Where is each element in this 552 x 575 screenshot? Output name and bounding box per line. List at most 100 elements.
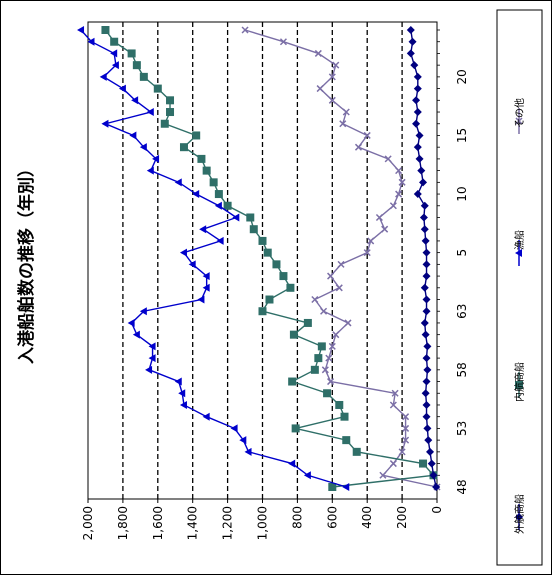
legend-box bbox=[496, 9, 543, 566]
data-point bbox=[197, 295, 205, 304]
data-point bbox=[422, 248, 431, 257]
data-point bbox=[421, 389, 430, 398]
data-point bbox=[258, 307, 267, 316]
data-point bbox=[340, 412, 349, 421]
data-point bbox=[391, 389, 399, 397]
data-point bbox=[413, 190, 422, 199]
data-point bbox=[325, 354, 333, 362]
chart-title: 入港船舶数の推移（年別） bbox=[16, 160, 37, 364]
legend-marker bbox=[515, 381, 523, 389]
data-point bbox=[379, 471, 387, 479]
legend-label: 漁船 bbox=[513, 230, 526, 250]
data-point bbox=[152, 154, 160, 163]
data-point bbox=[99, 72, 107, 81]
data-point bbox=[422, 400, 431, 409]
data-point bbox=[249, 225, 258, 234]
data-point bbox=[310, 365, 319, 374]
data-point bbox=[421, 236, 430, 245]
data-point bbox=[384, 155, 392, 163]
series-line bbox=[410, 29, 437, 488]
legend-marker bbox=[515, 513, 523, 521]
data-point bbox=[127, 318, 135, 327]
data-point bbox=[395, 167, 403, 175]
data-point bbox=[342, 436, 351, 445]
data-point bbox=[335, 400, 344, 409]
value-tick-label: 1,400 bbox=[186, 506, 200, 540]
data-point bbox=[101, 26, 110, 34]
data-point bbox=[419, 213, 428, 222]
category-tick-label: 48 bbox=[455, 479, 469, 494]
category-tick-label: 53 bbox=[455, 421, 469, 436]
value-tick-label: 1,200 bbox=[221, 506, 235, 540]
data-point bbox=[132, 330, 140, 339]
data-point bbox=[202, 283, 210, 292]
data-point bbox=[398, 178, 406, 186]
series-group bbox=[77, 26, 441, 491]
value-axis-ticks: 2,000 1,800 1,600 1,400 1,200 1,000 800 600 400 2… bbox=[81, 499, 444, 540]
category-tick-label: 15 bbox=[455, 128, 469, 143]
data-point bbox=[352, 447, 361, 456]
data-point bbox=[279, 272, 288, 281]
data-point bbox=[166, 96, 175, 105]
value-tick-label: 0 bbox=[430, 506, 444, 514]
data-point bbox=[375, 213, 383, 222]
data-point bbox=[288, 377, 297, 386]
data-point bbox=[272, 260, 281, 269]
legend-marker bbox=[515, 249, 522, 257]
data-point bbox=[263, 248, 272, 257]
data-point bbox=[179, 248, 187, 257]
data-point bbox=[354, 143, 363, 151]
data-point bbox=[303, 471, 311, 480]
data-point bbox=[166, 108, 175, 117]
data-point bbox=[344, 319, 352, 327]
data-point bbox=[423, 424, 432, 433]
data-point bbox=[327, 272, 335, 280]
data-point bbox=[410, 61, 419, 70]
data-point bbox=[288, 459, 296, 468]
data-point bbox=[420, 283, 429, 292]
data-point bbox=[412, 96, 421, 105]
category-tick-label: 10 bbox=[455, 186, 469, 201]
data-point bbox=[311, 295, 319, 304]
data-point bbox=[230, 424, 238, 433]
data-point bbox=[337, 260, 345, 268]
data-point bbox=[327, 378, 335, 386]
data-point bbox=[244, 447, 252, 456]
data-point bbox=[192, 190, 200, 199]
data-point bbox=[413, 143, 422, 152]
series-3 bbox=[241, 26, 441, 491]
data-point bbox=[415, 154, 424, 163]
data-point bbox=[265, 295, 274, 304]
data-point bbox=[279, 38, 287, 46]
value-tick-label: 600 bbox=[325, 506, 339, 529]
data-point bbox=[389, 202, 397, 210]
data-point bbox=[419, 178, 428, 187]
data-point bbox=[258, 236, 267, 245]
data-point bbox=[139, 72, 148, 81]
data-point bbox=[427, 459, 436, 468]
data-point bbox=[328, 342, 336, 350]
data-point bbox=[328, 483, 337, 491]
value-tick-label: 2,000 bbox=[81, 506, 95, 540]
data-point bbox=[423, 365, 432, 374]
data-point bbox=[129, 131, 137, 140]
data-point bbox=[118, 84, 126, 93]
data-point bbox=[422, 260, 431, 269]
data-point bbox=[423, 342, 432, 351]
data-point bbox=[420, 318, 429, 327]
data-point bbox=[402, 424, 410, 432]
data-point bbox=[422, 377, 431, 386]
series-0 bbox=[406, 26, 441, 491]
data-point bbox=[314, 49, 322, 57]
data-point bbox=[87, 37, 95, 46]
data-point bbox=[178, 389, 186, 398]
data-point bbox=[197, 154, 206, 163]
category-tick-label: 5 bbox=[455, 249, 469, 257]
data-point bbox=[223, 201, 232, 210]
series-line bbox=[104, 29, 435, 488]
data-point bbox=[289, 330, 298, 339]
data-point bbox=[323, 389, 332, 398]
category-axis-ticks: 48 53 58 63 5 10 15 20 bbox=[437, 29, 469, 495]
data-point bbox=[389, 401, 397, 409]
